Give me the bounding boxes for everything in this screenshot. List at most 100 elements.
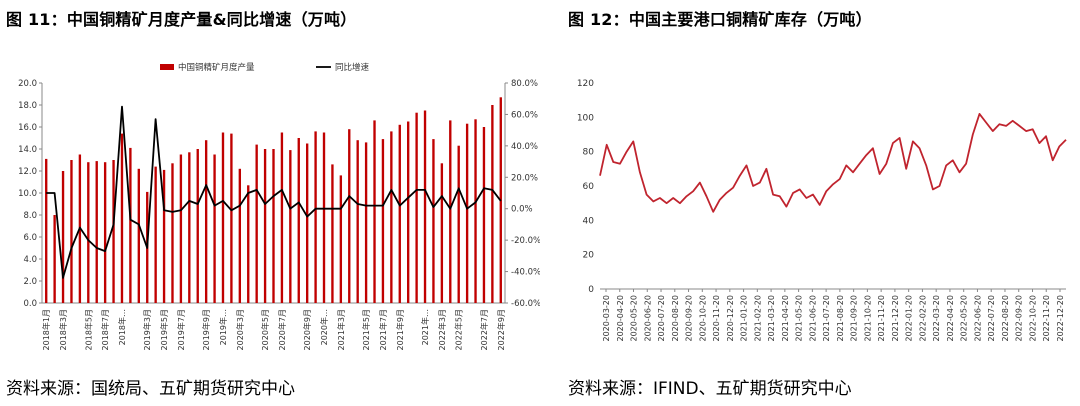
left-y-tick-label: 4.0 bbox=[23, 255, 37, 265]
x-tick-label: 2019年… bbox=[218, 309, 228, 345]
left-y-tick-label: 12.0 bbox=[18, 167, 37, 177]
bar bbox=[137, 168, 140, 303]
x-tick-label: 2022-01-20 bbox=[905, 295, 914, 342]
x-tick-label: 2021-04-20 bbox=[781, 295, 790, 342]
bar bbox=[305, 143, 309, 303]
left-chart: 0.0 2.0 4.0 6.0 8.0 10.0 12.0 14.0 16.0 18.0 20.0 -… bbox=[18, 62, 540, 350]
y-tick-label: 0 bbox=[588, 285, 594, 295]
y-tick-label: 60 bbox=[583, 182, 595, 192]
bar bbox=[70, 160, 73, 303]
legend: 中国铜精矿月度产量 同比增速 bbox=[160, 62, 370, 73]
x-tick-label: 2021-01-20 bbox=[740, 295, 749, 342]
bar bbox=[280, 132, 284, 303]
right-y-tick-label: 40.0% bbox=[511, 142, 538, 152]
x-tick-label: 2021-09-20 bbox=[850, 295, 859, 342]
x-tick-label: 2020-07-20 bbox=[657, 295, 666, 342]
bar bbox=[188, 152, 191, 303]
bar bbox=[407, 121, 410, 303]
x-tick-label: 2021-11-20 bbox=[877, 295, 886, 342]
x-tick-label: 2022-08-20 bbox=[1001, 295, 1010, 342]
left-figure: 图 11：中国铜精矿月度产量&同比增速（万吨） 0.0 2.0 4.0 6.0 8.0 1… bbox=[6, 10, 540, 399]
x-tick-label: 2021年5月 bbox=[361, 309, 371, 350]
x-tick-label: 2019年5月 bbox=[159, 309, 169, 350]
right-y-tick-label: -20.0% bbox=[511, 236, 540, 246]
right-y-tick-label: 0.0% bbox=[511, 205, 533, 215]
left-y-tick-label: 16.0 bbox=[18, 123, 37, 133]
bar bbox=[61, 171, 65, 303]
legend-bar-swatch bbox=[160, 64, 174, 70]
x-tick-label: 2021-03-20 bbox=[767, 295, 776, 342]
bar bbox=[381, 139, 385, 303]
x-tick-label: 2022-05-20 bbox=[960, 295, 969, 342]
bar bbox=[449, 120, 452, 304]
x-tick-label: 2022年3月 bbox=[437, 309, 447, 350]
left-y-tick-label: 0.0 bbox=[23, 299, 37, 309]
bar bbox=[120, 133, 124, 303]
x-tick-label: 2020-08-20 bbox=[671, 295, 680, 342]
x-tick-label: 2021-02-20 bbox=[753, 295, 762, 342]
x-tick-label: 2018年7月 bbox=[100, 309, 110, 350]
x-tick-label: 2021-07-20 bbox=[822, 295, 831, 342]
y-tick-label: 80 bbox=[583, 148, 595, 158]
bar bbox=[154, 166, 157, 303]
legend-bar-label: 中国铜精矿月度产量 bbox=[178, 62, 255, 73]
right-figure: 图 12：中国主要港口铜精矿库存（万吨） 0 20 40 60 80 100 120 2020… bbox=[560, 0, 1080, 406]
y-tick-label: 120 bbox=[577, 79, 594, 89]
bar bbox=[297, 138, 300, 303]
left-y-tick-label: 20.0 bbox=[18, 79, 37, 89]
bar bbox=[263, 149, 267, 303]
x-tick-label: 2022-11-20 bbox=[1042, 295, 1051, 342]
x-tick-label: 2018年3月 bbox=[58, 309, 68, 350]
left-y-tick-label: 18.0 bbox=[18, 101, 37, 111]
bar bbox=[482, 127, 486, 303]
bar bbox=[465, 123, 469, 303]
x-tick-label: 2019年7月 bbox=[176, 309, 186, 350]
x-tick-label: 2021-06-20 bbox=[808, 295, 817, 342]
bar bbox=[415, 112, 418, 303]
x-tick-label: 2021-12-20 bbox=[891, 295, 900, 342]
x-tick-label: 2022-03-20 bbox=[932, 295, 941, 342]
x-tick-label: 2019年3月 bbox=[142, 309, 152, 350]
bar bbox=[129, 147, 132, 303]
x-tick-label: 2018年5月 bbox=[83, 309, 93, 350]
bar bbox=[348, 129, 351, 303]
x-tick-label: 2021-10-20 bbox=[863, 295, 872, 342]
right-y-tick-label: 20.0% bbox=[511, 173, 538, 183]
x-tick-label: 2020年… bbox=[319, 309, 329, 345]
bar bbox=[255, 144, 258, 303]
x-tick-label: 2022-06-20 bbox=[973, 295, 982, 342]
x-tick-label: 2021年7月 bbox=[378, 309, 388, 350]
x-tick-label: 2020-03-20 bbox=[602, 295, 611, 342]
x-tick-label: 2020-09-20 bbox=[685, 295, 694, 342]
x-tick-label: 2022-12-20 bbox=[1056, 295, 1065, 342]
legend-line-label: 同比增速 bbox=[335, 62, 370, 73]
bar bbox=[171, 163, 174, 303]
bar bbox=[289, 150, 292, 303]
x-tick-label: 2022-09-20 bbox=[1015, 295, 1024, 342]
bar bbox=[196, 149, 199, 303]
bar bbox=[247, 185, 250, 303]
left-y-tick-label: 2.0 bbox=[23, 277, 37, 287]
bar bbox=[339, 175, 343, 303]
x-tick-label: 2022-04-20 bbox=[946, 295, 955, 342]
bar bbox=[238, 168, 242, 303]
x-tick-label: 2022年7月 bbox=[479, 309, 489, 350]
left-source-note: 资料来源：国统局、五矿期货研究中心 bbox=[6, 379, 295, 399]
yoy-line bbox=[46, 105, 502, 279]
bar bbox=[423, 110, 427, 303]
right-source-note: 资料来源：IFIND、五矿期货研究中心 bbox=[568, 379, 852, 399]
x-tick-label: 2020-10-20 bbox=[698, 295, 707, 342]
x-tick-label: 2020年5月 bbox=[260, 309, 270, 350]
y-tick-label: 40 bbox=[583, 216, 595, 226]
x-tick-label: 2020-11-20 bbox=[712, 295, 721, 342]
bar bbox=[398, 124, 401, 303]
bar bbox=[314, 131, 317, 303]
x-tick-label: 2022-07-20 bbox=[987, 295, 996, 342]
right-y-tick-label: 80.0% bbox=[511, 79, 538, 89]
bar bbox=[45, 158, 48, 303]
right-y-tick-label: 60.0% bbox=[511, 110, 538, 120]
x-tick-label: 2020-05-20 bbox=[630, 295, 639, 342]
bar bbox=[373, 120, 376, 304]
bar bbox=[213, 154, 216, 303]
x-tick-label: 2022年5月 bbox=[454, 309, 464, 350]
